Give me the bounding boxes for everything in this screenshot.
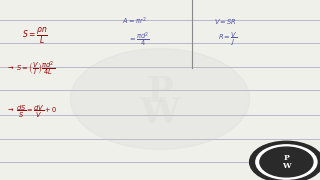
Text: $\rightarrow\ S = \left(\dfrac{V}{I}\right)\dfrac{\pi d^{2}}{4L}$: $\rightarrow\ S = \left(\dfrac{V}{I}\rig… (6, 59, 56, 78)
Text: W: W (282, 163, 291, 170)
Text: P: P (147, 75, 173, 109)
Text: $A = \pi r^{2}$: $A = \pi r^{2}$ (122, 16, 146, 27)
Text: $\rightarrow\ \dfrac{dS}{S} = \dfrac{dV}{V} + 0$: $\rightarrow\ \dfrac{dS}{S} = \dfrac{dV}… (6, 103, 58, 120)
Text: $= \dfrac{\pi d^{2}}{4}$: $= \dfrac{\pi d^{2}}{4}$ (128, 30, 150, 49)
Circle shape (256, 145, 317, 179)
Circle shape (250, 141, 320, 180)
Text: W: W (140, 96, 180, 130)
Text: P: P (284, 154, 289, 161)
Text: $V = SR$: $V = SR$ (214, 17, 237, 26)
Text: $R = \dfrac{V}{J}$: $R = \dfrac{V}{J}$ (218, 31, 237, 48)
Text: $S = \dfrac{\rho n}{L}$: $S = \dfrac{\rho n}{L}$ (22, 26, 48, 46)
Circle shape (70, 49, 250, 149)
Circle shape (260, 147, 313, 177)
